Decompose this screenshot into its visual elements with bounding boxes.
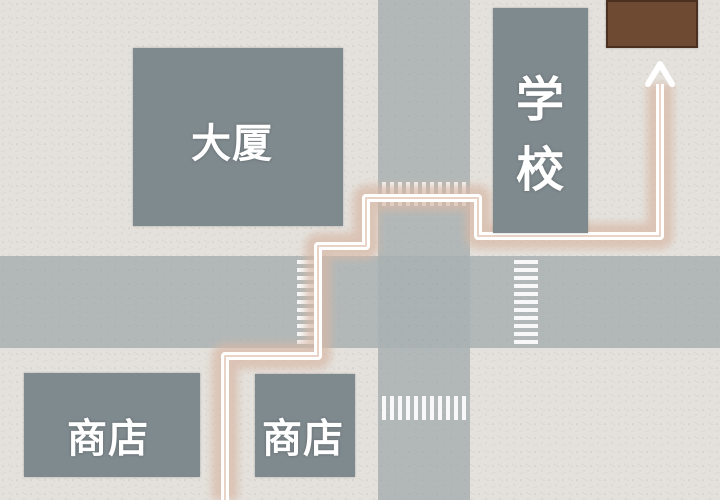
crosswalk-stripe [514,268,538,272]
crosswalk-stripe [462,396,466,420]
destination-building [606,0,698,48]
building-shop-left: 商店 [24,373,200,477]
horizontal-road-texture [0,256,720,348]
vertical-road-texture [378,0,470,500]
crosswalk-stripe [514,340,538,344]
building-shop-right: 商店 [255,374,355,477]
building-shop-left-label: 商店 [67,416,149,462]
crosswalk-east [514,260,538,344]
route-line-inner [224,84,661,500]
crosswalk-stripe [514,284,538,288]
crosswalk-stripe [514,308,538,312]
building-school: 学 校 [493,8,588,233]
crosswalk-stripe [446,396,450,420]
crosswalk-stripe [398,396,402,420]
crosswalk-stripe [422,396,426,420]
building-tower: 大厦 [133,48,343,226]
building-school-label-bottom: 校 [516,142,566,198]
crosswalk-stripe [514,332,538,336]
arrow-up-icon [645,61,675,87]
crosswalk-south [382,396,466,420]
crosswalk-stripe [514,300,538,304]
crosswalk-stripe [438,396,442,420]
crosswalk-stripe [406,396,410,420]
crosswalk-stripe [514,276,538,280]
crosswalk-stripe [514,292,538,296]
crosswalk-stripe [430,396,434,420]
crosswalk-stripe [454,396,458,420]
building-tower-label: 大厦 [191,121,273,167]
crosswalk-stripe [382,396,386,420]
building-school-label-top: 学 [516,72,566,128]
building-shop-right-label: 商店 [262,416,344,462]
crosswalk-stripe [514,316,538,320]
crosswalk-stripe [514,324,538,328]
crosswalk-stripe [390,396,394,420]
crosswalk-stripe [514,260,538,264]
crosswalk-stripe [414,396,418,420]
